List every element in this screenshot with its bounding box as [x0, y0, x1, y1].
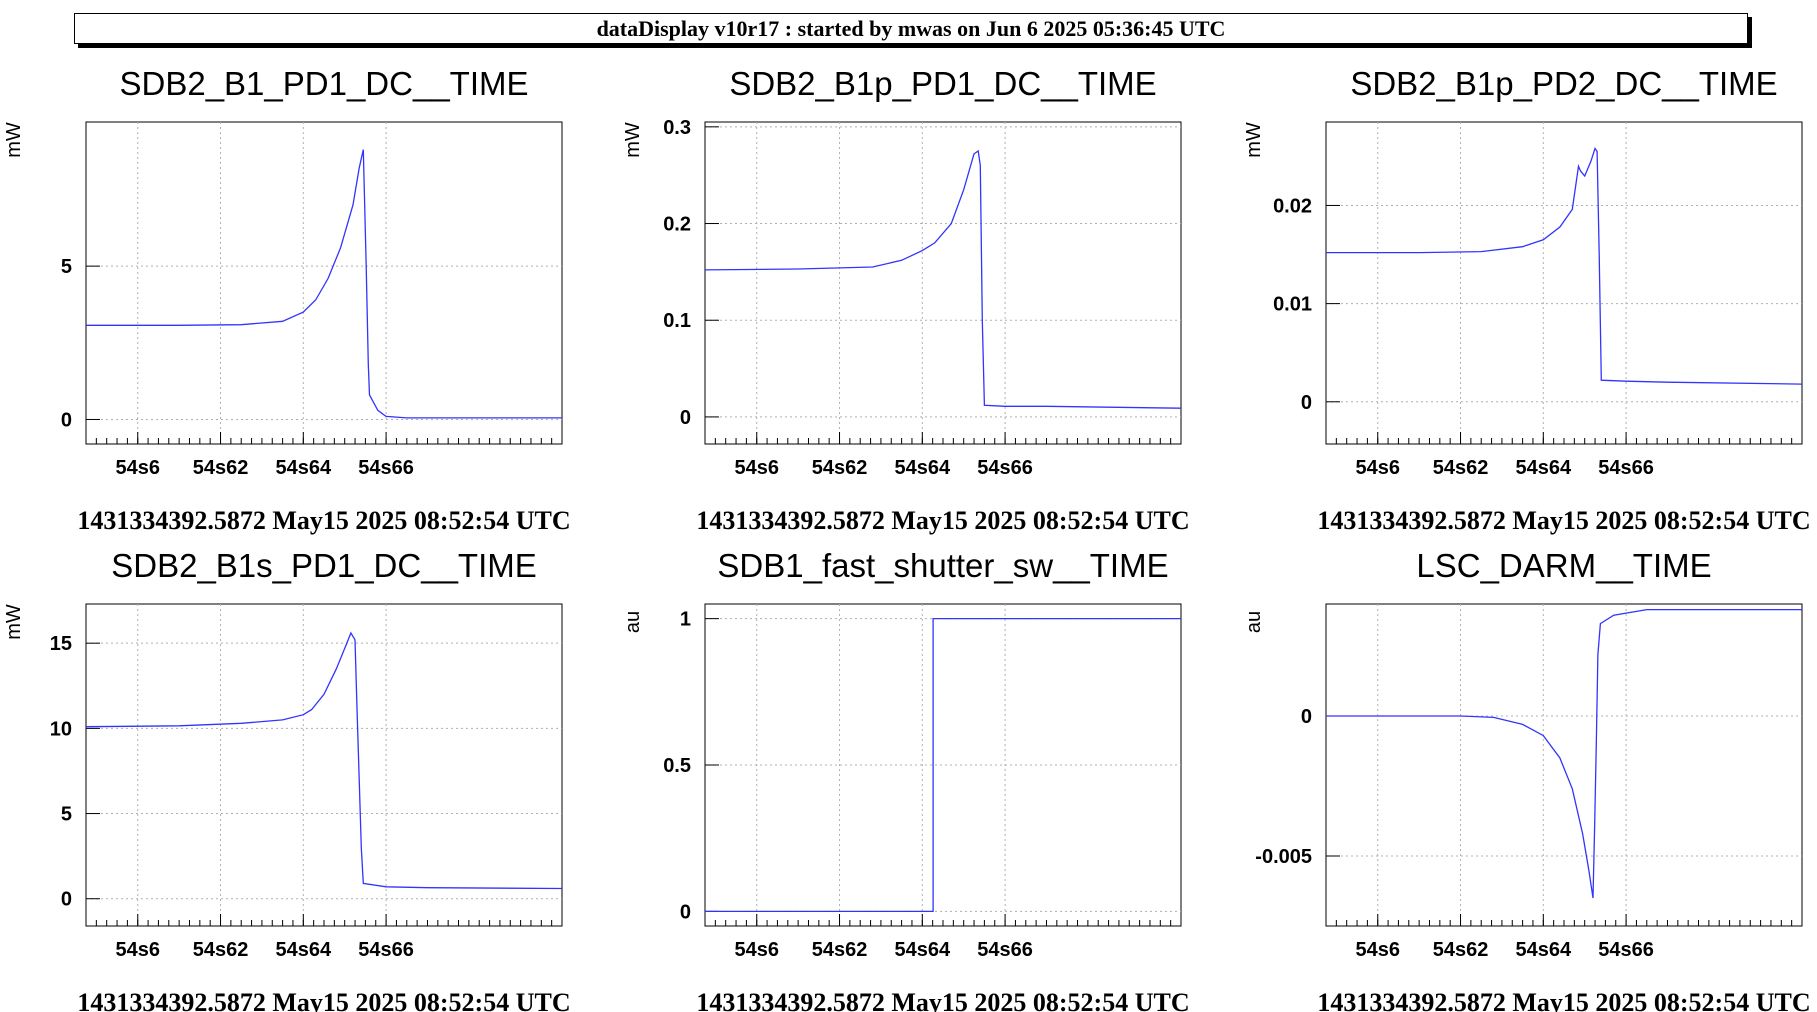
y-tick-label: 0 [1301, 706, 1312, 728]
plot-frame [85, 603, 563, 927]
x-tick-label: 54s62 [812, 939, 868, 961]
plot-frame [1325, 121, 1803, 445]
x-tick-label: 54s64 [275, 939, 331, 961]
x-tick-label: 54s6 [115, 457, 160, 479]
chart-footer-timestamp: 1431334392.5872 May15 2025 08:52:54 UTC [1317, 506, 1810, 535]
chart-panel: 54s6 54s62 54s64 54s66 0 5 SDB2_B1_PD1_DC__TIM… [3, 65, 571, 535]
chart-panel: 54s6 54s62 54s64 54s66 0 0.01 0.02 SDB2_B1p_PD2… [1243, 65, 1811, 535]
x-tick-label: 54s64 [275, 457, 331, 479]
x-tick-label: 54s6 [1355, 457, 1400, 479]
y-tick-label: 0 [680, 901, 691, 923]
y-tick-label: 5 [61, 804, 72, 826]
data-trace [85, 631, 563, 890]
chart-title: LSC_DARM__TIME [1416, 547, 1711, 584]
header-title: dataDisplay v10r17 : started by mwas on … [74, 13, 1748, 44]
x-tick-label: 54s66 [1598, 457, 1654, 479]
x-tick-label: 54s64 [1515, 457, 1571, 479]
plot-frame [1325, 603, 1803, 927]
y-tick-label: 5 [61, 256, 72, 278]
y-tick-label: 0.01 [1273, 294, 1312, 316]
x-tick-label: 54s64 [894, 939, 950, 961]
x-tick-label: 54s62 [193, 457, 249, 479]
y-tick-label: 10 [50, 718, 72, 740]
y-tick-label: 0 [61, 409, 72, 431]
y-axis-label: au [622, 611, 644, 633]
plot-frame [85, 121, 563, 445]
y-tick-label: -0.005 [1255, 846, 1312, 868]
data-trace [1326, 147, 1803, 385]
chart-footer-timestamp: 1431334392.5872 May15 2025 08:52:54 UTC [77, 506, 570, 535]
x-tick-label: 54s62 [1433, 939, 1489, 961]
chart-footer-timestamp: 1431334392.5872 May15 2025 08:52:54 UTC [77, 988, 570, 1012]
chart-panel: 54s6 54s62 54s64 54s66 0 0.1 0.2 0.3 SDB2_B1p_PD… [622, 65, 1190, 535]
y-tick-label: 0.1 [663, 310, 691, 332]
x-tick-label: 54s6 [734, 457, 779, 479]
x-tick-label: 54s6 [1355, 939, 1400, 961]
chart-footer-timestamp: 1431334392.5872 May15 2025 08:52:54 UTC [1317, 988, 1810, 1012]
chart-footer-timestamp: 1431334392.5872 May15 2025 08:52:54 UTC [696, 506, 1189, 535]
x-tick-label: 54s66 [977, 457, 1033, 479]
x-tick-label: 54s62 [812, 457, 868, 479]
y-axis-label: mW [3, 604, 25, 640]
chart-footer-timestamp: 1431334392.5872 May15 2025 08:52:54 UTC [696, 988, 1189, 1012]
data-trace [704, 149, 1182, 409]
x-tick-label: 54s64 [894, 457, 950, 479]
y-axis-label: mW [3, 122, 25, 158]
y-tick-label: 0.02 [1273, 195, 1312, 217]
chart-title: SDB2_B1p_PD1_DC__TIME [729, 65, 1156, 102]
chart-title: SDB1_fast_shutter_sw__TIME [717, 547, 1168, 584]
y-tick-label: 1 [680, 609, 691, 631]
y-axis-label: mW [1243, 122, 1265, 158]
x-tick-label: 54s66 [358, 939, 414, 961]
x-tick-label: 54s64 [1515, 939, 1571, 961]
y-tick-label: 0 [1301, 392, 1312, 414]
chart-panel: 54s6 54s62 54s64 54s66 0 0.5 1 SDB1_fast_shutte… [622, 547, 1190, 1012]
y-tick-label: 15 [50, 633, 72, 655]
x-tick-label: 54s62 [193, 939, 249, 961]
y-axis-label: au [1243, 611, 1265, 633]
chart-panel: 54s6 54s62 54s64 54s66 0 5 10 15 SDB2_B1s_PD1_DC… [3, 547, 571, 1012]
data-trace [1326, 608, 1802, 899]
chart-title: SDB2_B1p_PD2_DC__TIME [1350, 65, 1777, 102]
y-tick-label: 0.3 [663, 117, 691, 139]
y-tick-label: 0 [680, 407, 691, 429]
chart-panel: 54s6 54s62 54s64 54s66 -0.005 0 LSC_DARM__TIME… [1243, 547, 1811, 1012]
x-tick-label: 54s6 [115, 939, 160, 961]
y-tick-label: 0.2 [663, 214, 691, 236]
x-tick-label: 54s62 [1433, 457, 1489, 479]
x-tick-label: 54s6 [734, 939, 779, 961]
y-axis-label: mW [622, 122, 644, 158]
plot-frame [704, 121, 1182, 445]
y-tick-label: 0.5 [663, 755, 691, 777]
data-trace [86, 149, 562, 419]
x-tick-label: 54s66 [358, 457, 414, 479]
data-trace [705, 617, 1181, 913]
x-tick-label: 54s66 [977, 939, 1033, 961]
x-tick-label: 54s66 [1598, 939, 1654, 961]
chart-title: SDB2_B1s_PD1_DC__TIME [111, 547, 537, 584]
y-tick-label: 0 [61, 889, 72, 911]
chart-title: SDB2_B1_PD1_DC__TIME [119, 65, 528, 102]
